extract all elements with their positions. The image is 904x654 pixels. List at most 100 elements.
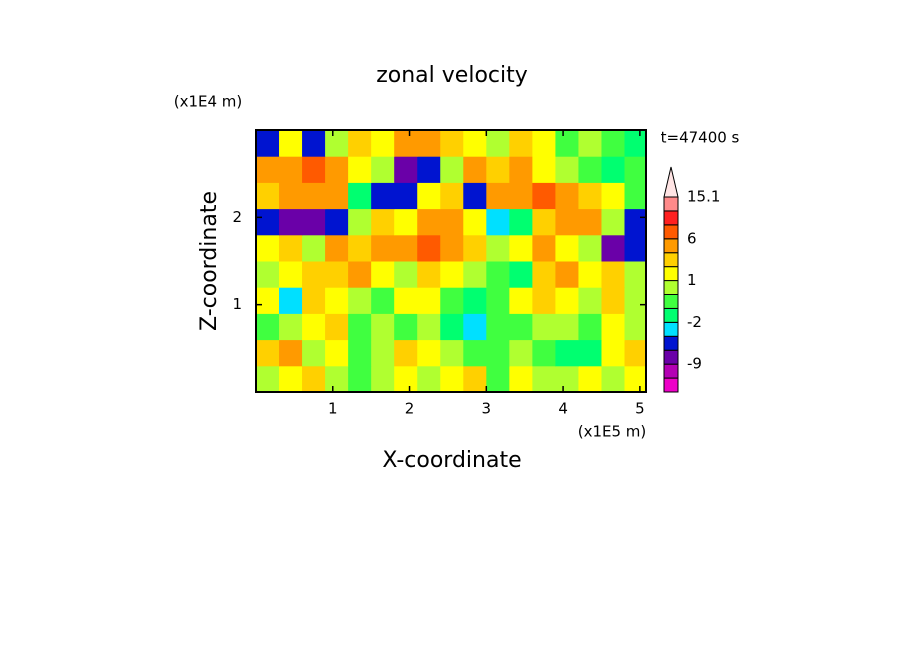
colorbar-segment xyxy=(663,335,679,351)
contour-cell xyxy=(417,208,441,236)
contour-cell xyxy=(302,182,326,210)
contour-cell xyxy=(601,339,626,367)
contour-cell xyxy=(371,208,395,236)
contour-cell xyxy=(486,130,510,157)
contour-cell xyxy=(555,234,579,262)
contour-cell xyxy=(279,339,303,367)
contour-cell xyxy=(440,365,464,392)
contour-cell xyxy=(279,208,303,236)
contour-cell xyxy=(325,156,349,183)
contour-cell xyxy=(601,313,626,341)
contour-cell xyxy=(302,208,326,236)
contour-field xyxy=(256,130,646,392)
contour-cell xyxy=(417,156,441,183)
contour-cell xyxy=(440,156,464,183)
colorbar-segment xyxy=(663,321,679,337)
contour-cell xyxy=(486,339,510,367)
contour-cell xyxy=(417,234,441,262)
contour-cell xyxy=(509,365,533,392)
contour-cell xyxy=(371,365,395,392)
contour-cell xyxy=(486,156,510,183)
contour-cell xyxy=(325,182,349,210)
contour-cell xyxy=(601,208,626,236)
x-tick-label: 4 xyxy=(558,400,568,418)
contour-cell xyxy=(302,339,326,367)
contour-cell xyxy=(509,182,533,210)
contour-cell xyxy=(302,365,326,392)
contour-cell xyxy=(624,365,646,392)
contour-cell xyxy=(394,313,418,341)
contour-cell xyxy=(578,234,602,262)
contour-cell xyxy=(463,182,487,210)
contour-cell xyxy=(394,261,418,288)
contour-cell xyxy=(256,287,280,314)
contour-cell xyxy=(348,313,372,341)
contour-cell xyxy=(348,130,372,157)
contour-cell xyxy=(440,208,464,236)
contour-cell xyxy=(325,234,349,262)
contour-cell xyxy=(578,365,602,392)
contour-cell xyxy=(279,156,303,183)
contour-cell xyxy=(348,234,372,262)
y-tick-label: 2 xyxy=(232,208,242,226)
contour-cell xyxy=(532,156,556,183)
contour-cell xyxy=(532,313,556,341)
contour-cell xyxy=(486,365,510,392)
contour-cell xyxy=(555,339,579,367)
x-tick-label: 2 xyxy=(405,400,415,418)
contour-cell xyxy=(417,365,441,392)
contour-cell xyxy=(371,261,395,288)
x-axis-title: X-coordinate xyxy=(382,448,521,473)
contour-cell xyxy=(279,365,303,392)
contour-cell xyxy=(532,287,556,314)
contour-cell xyxy=(532,208,556,236)
colorbar-tick-label: 1 xyxy=(687,271,697,289)
contour-cell xyxy=(463,287,487,314)
contour-cell xyxy=(463,130,487,157)
colorbar-segment xyxy=(663,252,679,268)
contour-cell xyxy=(463,339,487,367)
colorbar-segment xyxy=(663,307,679,323)
contour-cell xyxy=(302,234,326,262)
contour-cell xyxy=(578,313,602,341)
chart-title: zonal velocity xyxy=(376,63,528,88)
contour-cell xyxy=(463,261,487,288)
contour-cell xyxy=(624,234,646,262)
colorbar-segment xyxy=(663,363,679,379)
contour-cell xyxy=(394,130,418,157)
colorbar-tick-label: 15.1 xyxy=(687,188,720,206)
contour-cell xyxy=(394,287,418,314)
annotation: t=47400 s xyxy=(661,129,740,147)
contour-cell xyxy=(624,287,646,314)
contour-cell xyxy=(463,234,487,262)
x-tick-label: 5 xyxy=(635,400,645,418)
contour-cell xyxy=(348,261,372,288)
contour-cell xyxy=(302,287,326,314)
colorbar-segment xyxy=(663,377,679,393)
contour-cell xyxy=(624,156,646,183)
colorbar-segment xyxy=(663,349,679,365)
contour-cell xyxy=(302,261,326,288)
colorbar-tick-label: -9 xyxy=(687,355,702,373)
contour-cell xyxy=(256,313,280,341)
contour-cell xyxy=(348,156,372,183)
contour-cell xyxy=(279,130,303,157)
contour-cell xyxy=(509,130,533,157)
contour-cell xyxy=(279,287,303,314)
contour-cell xyxy=(486,313,510,341)
contour-cell xyxy=(578,339,602,367)
y-tick-label: 1 xyxy=(232,295,242,313)
contour-cell xyxy=(555,156,579,183)
contour-cell xyxy=(348,182,372,210)
contour-cell xyxy=(394,208,418,236)
contour-cell xyxy=(555,287,579,314)
y-axis-title: Z-coordinate xyxy=(197,191,222,331)
contour-cell xyxy=(325,313,349,341)
contour-cell xyxy=(279,261,303,288)
contour-cell xyxy=(348,365,372,392)
contour-cell xyxy=(555,130,579,157)
contour-cell xyxy=(532,339,556,367)
contour-cell xyxy=(509,234,533,262)
contour-cell xyxy=(555,182,579,210)
